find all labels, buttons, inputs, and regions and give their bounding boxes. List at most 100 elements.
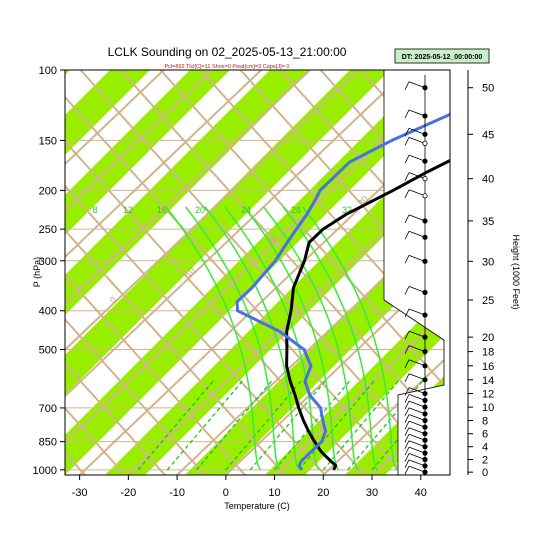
wind-barb-flag (404, 434, 410, 443)
height-tick-label: 2 (482, 455, 488, 467)
wind-dot (422, 431, 428, 437)
wind-barb-flag (404, 373, 410, 382)
wind-dot (422, 131, 428, 137)
wind-dot (422, 437, 428, 443)
isotherm-label: 20 (266, 233, 280, 247)
isotherm-line (469, 70, 540, 475)
x-axis-title: Temperature (C) (224, 501, 290, 511)
wind-barb-flag (404, 446, 410, 456)
wind-barb (408, 394, 426, 401)
wind-barb-flag (404, 453, 410, 462)
wind-barb-flag (404, 414, 410, 423)
height-tick-label: 12 (482, 389, 494, 401)
height-tick-label: 14 (482, 375, 494, 387)
wind-barb-flag (404, 420, 410, 430)
wind-dot (422, 377, 428, 383)
wind-dot (422, 397, 428, 403)
wind-barb (408, 136, 426, 144)
chart-subtitle: Pcl=892 Tlcl[C]=11 Shox=0 Pwat[cm]=3 Cap… (165, 64, 290, 70)
chart-title: LCLK Sounding on 02_2025-05-13_21:00:00 (108, 45, 347, 59)
wind-dot (422, 258, 428, 264)
x-tick-label: -10 (169, 487, 185, 499)
mixing-ratio-label: 12 (123, 205, 133, 215)
wind-barb-flag (404, 255, 410, 264)
wind-barb-flag (404, 359, 410, 368)
wind-barb (408, 459, 426, 467)
isotherm-label: 40 (459, 143, 473, 157)
wind-dot (422, 411, 428, 417)
y-tick-label: 100 (39, 65, 57, 77)
isotherm-labels: 50403020100-10-20-30-40-50-60-70-80 (108, 143, 473, 305)
moist-adiabat-line (165, 206, 262, 471)
wind-dot (422, 348, 428, 355)
height-tick-label: 4 (482, 442, 488, 454)
mixing-ratio-label: 8 (92, 205, 97, 215)
y-tick-label: 400 (39, 306, 57, 318)
isotherm-line (65, 70, 311, 305)
x-tick-label: -20 (120, 487, 136, 499)
wind-barb-flag (404, 308, 410, 318)
wind-barb (408, 127, 426, 135)
moist-adiabat-line (302, 206, 398, 471)
wind-barb-flag (404, 387, 410, 396)
wind-barb (408, 440, 426, 448)
wind-barb-flag (404, 394, 410, 403)
adiabat-band (65, 70, 230, 235)
mixing-ratio-line (322, 380, 399, 471)
wind-barb (408, 214, 426, 222)
x-tick-label: 10 (268, 487, 280, 499)
dewpoint-profile (235, 112, 450, 471)
height-tick-label: 6 (482, 429, 488, 441)
moist-adiabat-line (263, 206, 359, 471)
y-tick-label: 250 (39, 224, 57, 236)
wind-barb-flag (404, 109, 410, 119)
wind-barb (408, 400, 426, 408)
height-tick-label: 45 (482, 129, 494, 141)
wind-barb (408, 109, 426, 117)
mixing-ratio-labels: 8 12 16 20 24 28 32 (92, 205, 352, 215)
wind-barb-flag (404, 459, 410, 469)
temperature-profile (285, 158, 450, 471)
plot-border (64, 69, 451, 476)
height-tick-label: 18 (482, 347, 494, 359)
wind-dot (422, 456, 428, 463)
moist-adiabat-line (282, 206, 379, 471)
dry-adiabat-line (0, 70, 5, 475)
dt-label: DT: 2025-05-12_00:00:00 (402, 54, 483, 61)
wind-barb-flag (404, 214, 410, 224)
height-tick-label: 40 (482, 174, 494, 186)
wind-dot (422, 140, 428, 146)
moist-adiabat-line (243, 206, 340, 471)
wind-dot (422, 390, 428, 397)
wind-barb (408, 359, 426, 367)
x-tick-label: 20 (317, 487, 329, 499)
wind-barb (408, 420, 426, 428)
wind-dot (422, 424, 428, 430)
isotherm-line (65, 70, 262, 259)
wind-barb (408, 286, 426, 293)
x-tick-label: 30 (366, 487, 378, 499)
mixing-ratio-label: 24 (241, 205, 251, 215)
wind-barb (408, 308, 426, 316)
mixing-ratio-label: 16 (157, 205, 167, 215)
x-tick-label: -30 (72, 487, 88, 499)
mixing-ratio-line (225, 380, 302, 471)
adiabat-band (65, 70, 70, 75)
dry-adiabat-line (319, 70, 450, 216)
height-tick-label: 50 (482, 83, 494, 95)
wind-barb (408, 427, 426, 435)
adiabat-band (65, 70, 150, 155)
wind-barb (408, 465, 426, 473)
height-tick-label: 0 (482, 467, 488, 479)
wind-dot (422, 158, 428, 164)
moist-adiabat-line (185, 206, 281, 471)
isotherm-line (65, 70, 165, 166)
wind-barb-flag (404, 81, 410, 90)
x-tick-label: 40 (415, 487, 427, 499)
adiabat-band (65, 70, 450, 475)
y-tick-label: 150 (39, 135, 57, 147)
mixing-ratio-line (166, 380, 243, 471)
y-axis-title: P (hPa) (32, 257, 42, 287)
wind-barb (408, 387, 426, 394)
